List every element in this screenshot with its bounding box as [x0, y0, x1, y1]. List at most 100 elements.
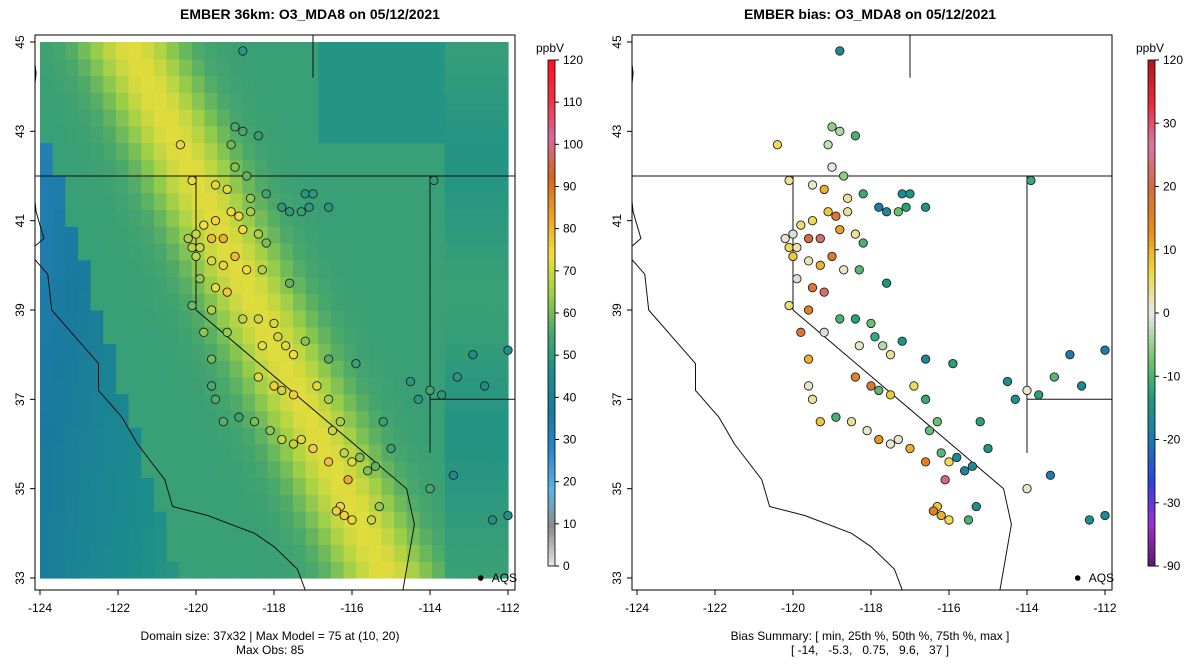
site-marker [187, 242, 197, 253]
model-cell [103, 276, 117, 294]
model-cell [128, 460, 142, 479]
model-cell [432, 109, 446, 127]
colorbar-step [548, 287, 555, 293]
model-cell [153, 209, 168, 227]
model-cell [166, 243, 180, 261]
model-cell [153, 159, 168, 177]
model-cell [318, 326, 332, 345]
model-cell [470, 243, 484, 261]
model-cell [229, 393, 243, 412]
colorbar-step [1148, 409, 1155, 415]
colorbar-step [548, 431, 555, 436]
site-marker [234, 412, 244, 422]
model-cell [432, 460, 446, 479]
colorbar-step [1148, 372, 1155, 377]
model-cell [115, 192, 130, 211]
model-cell [343, 92, 357, 110]
colorbar-step [1148, 178, 1155, 183]
model-cell [128, 393, 142, 412]
model-cell [166, 360, 180, 378]
colorbar-step [1148, 93, 1155, 99]
model-cell [103, 377, 117, 395]
site-marker [823, 207, 833, 217]
model-cell [432, 259, 446, 278]
model-cell [242, 494, 256, 512]
model-cell [204, 42, 218, 60]
model-cell [470, 393, 484, 412]
model-cell [457, 494, 471, 512]
model-cell [394, 142, 408, 160]
colorbar-step [1148, 270, 1155, 276]
model-cell [166, 192, 180, 211]
model-cell [229, 511, 243, 529]
colorbar-step [1148, 388, 1155, 394]
model-cell [90, 460, 104, 479]
model-cell [432, 209, 446, 227]
model-cell [432, 477, 446, 495]
model-cell [305, 393, 319, 412]
model-cell [166, 276, 180, 294]
model-cell [204, 293, 218, 311]
model-cell [229, 360, 243, 378]
model-cell [470, 192, 484, 211]
model-cell [141, 477, 155, 495]
model-cell [343, 192, 357, 211]
model-cell [52, 92, 66, 110]
model-cell [166, 209, 180, 227]
model-cell [318, 176, 332, 194]
model-cell [90, 42, 104, 60]
colorbar-step [548, 127, 555, 133]
model-cell [90, 125, 104, 144]
model-cell [179, 58, 193, 77]
site-marker [803, 354, 814, 364]
model-cell [153, 259, 168, 278]
colorbar-step [548, 93, 555, 99]
model-cell [166, 343, 180, 361]
site-marker [366, 515, 377, 525]
colorbar-tick-label: 0 [563, 559, 570, 573]
model-cell [153, 243, 168, 261]
model-cell [330, 444, 345, 462]
model-cell [191, 159, 206, 177]
model-cell [343, 243, 357, 261]
model-cell [356, 209, 370, 227]
model-cell [90, 544, 104, 562]
site-marker [362, 466, 373, 476]
colorbar-step [1148, 540, 1155, 546]
model-cell [330, 293, 345, 311]
model-cell [255, 477, 269, 495]
site-marker [339, 510, 349, 521]
model-cell [153, 494, 168, 512]
model-cell [77, 176, 92, 194]
model-cell [217, 42, 231, 60]
model-cell [482, 494, 496, 512]
model-cell [457, 176, 471, 194]
model-cell [65, 511, 79, 529]
colorbar-step [548, 401, 555, 407]
model-cell [141, 276, 155, 294]
colorbar-step [1148, 72, 1155, 78]
model-cell [444, 42, 459, 60]
model-cell [318, 293, 332, 311]
model-cell [229, 444, 243, 462]
colorbar-step [1148, 110, 1155, 116]
model-cell [432, 243, 446, 261]
colorbar-step [548, 64, 555, 69]
site-marker [881, 278, 892, 288]
colorbar-step [548, 135, 555, 141]
colorbar-step [548, 469, 555, 474]
model-cell [229, 527, 243, 546]
model-cell [90, 410, 104, 428]
model-cell [267, 58, 281, 77]
site-marker [807, 283, 818, 293]
model-cell [242, 75, 256, 93]
model-cell [495, 192, 509, 211]
model-cell [318, 259, 332, 278]
site-marker [230, 122, 240, 132]
site-marker [288, 350, 299, 360]
model-cell [444, 276, 459, 294]
colorbar-step [548, 97, 555, 103]
model-cell [394, 511, 408, 529]
model-cell [229, 42, 243, 60]
